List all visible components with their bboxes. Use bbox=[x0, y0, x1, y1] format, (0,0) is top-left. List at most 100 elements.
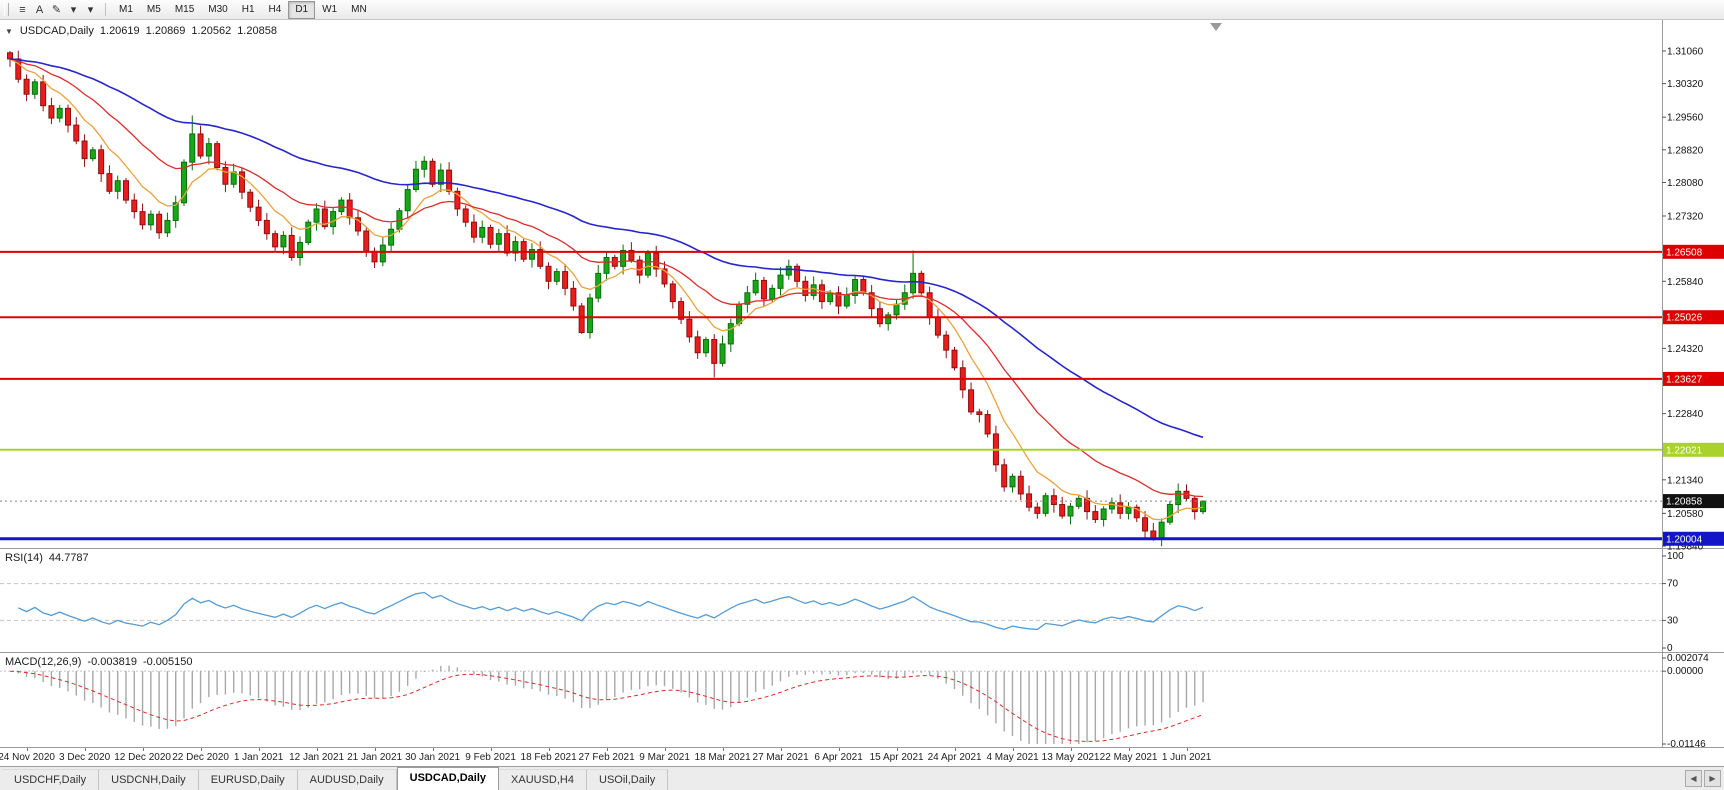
candle-body bbox=[197, 133, 204, 157]
chart-tab-usoil[interactable]: USOil,Daily bbox=[587, 769, 669, 790]
price-scale-label: 1.27320 bbox=[1667, 212, 1704, 223]
tab-scroll-arrows: ◀ ▶ bbox=[1685, 770, 1721, 787]
chart-high-value: 1.20869 bbox=[145, 25, 186, 37]
date-tick bbox=[316, 748, 318, 751]
timeframe-button-h4[interactable]: H4 bbox=[268, 3, 282, 15]
candle-body bbox=[1191, 497, 1198, 513]
candle-body bbox=[272, 233, 279, 248]
date-axis: 24 Nov 2020 3 Dec 2020 12 Dec 2020 22 Dec 2… bbox=[0, 748, 1724, 766]
price-scale-label: 1.22840 bbox=[1667, 409, 1704, 420]
candle-body bbox=[719, 343, 726, 364]
candle-body bbox=[122, 180, 129, 201]
ma-fast-line bbox=[9, 58, 1204, 521]
timeframe-button-d1[interactable]: D1 bbox=[288, 0, 316, 19]
price-scale-label: 1.25840 bbox=[1667, 277, 1704, 288]
timeframe-button-h1[interactable]: H1 bbox=[241, 3, 255, 15]
price-scale-label: 1.21340 bbox=[1667, 475, 1704, 486]
date-tick bbox=[142, 748, 144, 751]
price-scale-label: 1.24320 bbox=[1667, 344, 1704, 355]
candle-body bbox=[868, 292, 875, 310]
chart-tab-xauusd[interactable]: XAUUSD,H4 bbox=[499, 769, 587, 790]
date-tick bbox=[606, 748, 608, 751]
candle-body bbox=[313, 208, 320, 223]
text-tool-icon[interactable]: A bbox=[35, 3, 44, 16]
timeframe-button-mn[interactable]: MN bbox=[351, 3, 367, 15]
candle-body bbox=[1001, 464, 1008, 488]
candle-body bbox=[578, 305, 585, 333]
candle-body bbox=[479, 226, 486, 238]
candle-body bbox=[1100, 508, 1107, 521]
toolbar-grip[interactable] bbox=[4, 3, 9, 16]
date-tick bbox=[1012, 748, 1014, 751]
chart-shift-marker[interactable] bbox=[1210, 23, 1222, 31]
draw-tool-dropdown-icon[interactable]: ▾ bbox=[70, 4, 77, 16]
date-label: 27 Feb 2021 bbox=[578, 752, 635, 763]
tab-scroll-right-icon[interactable]: ▶ bbox=[1704, 770, 1721, 787]
candle-body bbox=[644, 252, 651, 276]
chart-tab-audusd[interactable]: AUDUSD,Daily bbox=[297, 769, 397, 790]
candle-body bbox=[537, 249, 544, 267]
candle-body bbox=[354, 217, 361, 232]
candle-body bbox=[98, 149, 105, 175]
timeframe-button-m30[interactable]: M30 bbox=[208, 3, 228, 15]
chart-canvas[interactable]: 1.31060 1.30320 1.29560 1.28820 1.28080 1.273… bbox=[0, 20, 1724, 748]
timeframe-button-w1[interactable]: W1 bbox=[322, 3, 338, 15]
candle-body bbox=[736, 303, 743, 325]
chart-tab-eurusd[interactable]: EURUSD,Daily bbox=[198, 769, 298, 790]
toolbar-icons: ≡ A ✎ ▾ ▾ bbox=[14, 1, 99, 18]
date-label: 13 May 2021 bbox=[1041, 752, 1100, 763]
candle-body bbox=[321, 208, 328, 228]
candle-body bbox=[288, 234, 295, 258]
price-scale-label: 1.19840 bbox=[1667, 542, 1704, 553]
date-label: 21 Jan 2021 bbox=[347, 752, 403, 763]
candle-body bbox=[769, 287, 776, 300]
date-tick bbox=[1186, 748, 1188, 751]
candle-body bbox=[238, 171, 245, 193]
candle-body bbox=[586, 297, 593, 333]
rsi-scale-label: 30 bbox=[1667, 615, 1679, 626]
candle-body bbox=[1125, 506, 1132, 514]
candle-body bbox=[752, 279, 759, 294]
timeframe-button-m5[interactable]: M5 bbox=[146, 3, 161, 15]
chart-tab-usdchf[interactable]: USDCHF,Daily bbox=[2, 769, 100, 790]
candle-body bbox=[48, 105, 55, 119]
date-tick bbox=[258, 748, 260, 751]
candle-body bbox=[785, 265, 792, 276]
candle-body bbox=[968, 389, 975, 413]
candle-body bbox=[860, 279, 867, 294]
candle-body bbox=[263, 219, 270, 235]
toolbar: ≡ A ✎ ▾ ▾ M1 M5 M15 M30 H1 H4 D1 W1 MN bbox=[0, 0, 1724, 20]
candle-body bbox=[893, 303, 900, 316]
candle-body bbox=[404, 189, 411, 212]
candle-body bbox=[545, 265, 552, 282]
timeframe-buttons: M1 M5 M15 M30 H1 H4 D1 W1 MN bbox=[112, 0, 374, 19]
chart-tab-usdcnh[interactable]: USDCNH,Daily bbox=[99, 769, 199, 790]
candle-body bbox=[926, 292, 933, 318]
candle-body bbox=[156, 213, 163, 234]
date-tick bbox=[664, 748, 666, 751]
chart-open-value: 1.20619 bbox=[99, 25, 140, 37]
menu-icon[interactable]: ≡ bbox=[19, 3, 26, 16]
date-tick bbox=[1070, 748, 1072, 751]
tab-scroll-left-icon[interactable]: ◀ bbox=[1685, 770, 1702, 787]
candle-body bbox=[1026, 493, 1033, 508]
timeframe-button-m1[interactable]: M1 bbox=[119, 3, 133, 15]
chart-tab-usdcad[interactable]: USDCAD,Daily bbox=[396, 767, 500, 790]
candle-body bbox=[636, 259, 643, 276]
candle-body bbox=[512, 241, 519, 254]
collapse-arrow-icon[interactable]: ▼ bbox=[5, 26, 13, 36]
draw-tool-icon[interactable]: ✎ bbox=[51, 4, 62, 16]
candle-body bbox=[214, 143, 221, 168]
indicator-dropdown-icon[interactable]: ▾ bbox=[87, 4, 94, 16]
candle-body bbox=[760, 279, 767, 300]
chart-close-value: 1.20858 bbox=[237, 25, 277, 37]
macd-value-signal: -0.005150 bbox=[142, 656, 193, 668]
candle-body bbox=[653, 252, 660, 270]
price-line-label: 1.20004 bbox=[1666, 534, 1703, 545]
timeframe-button-m15[interactable]: M15 bbox=[174, 3, 195, 15]
rsi-line bbox=[18, 591, 1204, 631]
candle-body bbox=[462, 208, 469, 223]
chart-tabs: USDCHF,Daily USDCNH,Daily EURUSD,Daily AUDU… bbox=[0, 767, 1724, 790]
date-label: 24 Nov 2020 bbox=[0, 752, 55, 763]
